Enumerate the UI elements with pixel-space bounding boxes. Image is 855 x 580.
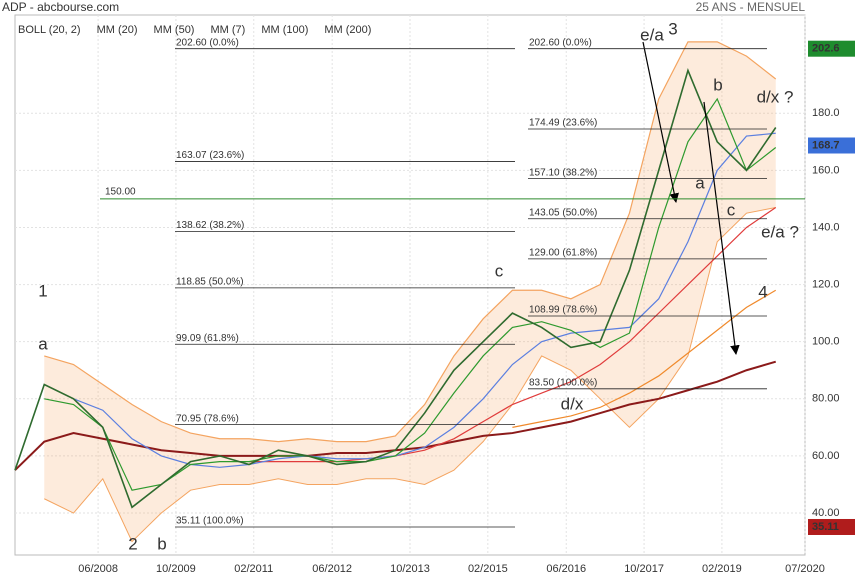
arrow (642, 41, 679, 203)
fib-label: 118.85 (50.0%) (176, 276, 244, 287)
y-tick-label: 120.0 (812, 278, 840, 290)
series-line (14, 67, 777, 509)
price-tag-label: 168.7 (812, 139, 840, 151)
fib-label: 202.60 (0.0%) (529, 37, 592, 48)
y-tick-label: 180.0 (812, 107, 840, 119)
chart-subtitle: 25 ANS - MENSUEL (696, 0, 806, 14)
bollinger-lower (44, 206, 776, 543)
bollinger-band (44, 41, 776, 542)
x-tick-label: 07/2020 (785, 563, 825, 575)
fib-label: 70.95 (78.6%) (176, 413, 239, 424)
fib-label: 35.11 (100.0%) (176, 516, 244, 527)
fib-label: 143.05 (50.0%) (529, 207, 597, 218)
y-tick-label: 80.00 (812, 393, 840, 405)
fib-label: 99.09 (61.8%) (176, 333, 239, 344)
wave-label: 3 (668, 19, 677, 38)
legend-entry: MM (20) (97, 24, 138, 36)
wave-label: b (157, 534, 166, 553)
x-tick-label: 10/2009 (156, 563, 196, 575)
y-tick-label: 60.00 (812, 450, 840, 462)
level-label: 150.00 (105, 187, 136, 198)
legend-entry: MM (200) (324, 24, 371, 36)
y-tick-label: 140.0 (812, 221, 840, 233)
price-tag-label: 202.6 (812, 43, 840, 55)
x-tick-label: 06/2012 (312, 563, 352, 575)
fib-label: 108.99 (78.6%) (529, 305, 597, 316)
fib-label: 83.50 (100.0%) (529, 377, 597, 388)
x-tick-label: 02/2015 (468, 563, 508, 575)
x-tick-label: 02/2019 (702, 563, 742, 575)
chart-title: ADP - abcbourse.com (2, 0, 119, 14)
price-tag (808, 137, 855, 154)
y-tick-label: 40.00 (812, 507, 840, 519)
wave-label: a (695, 173, 705, 192)
wave-label: c (495, 261, 504, 280)
wave-label: e/a ? (761, 222, 799, 241)
fib-label: 138.62 (38.2%) (176, 220, 244, 231)
wave-label: a (38, 334, 48, 353)
fib-label: 174.49 (23.6%) (529, 118, 597, 129)
legend-entry: MM (7) (210, 24, 245, 36)
series-line (44, 41, 777, 443)
wave-label: d/x ? (757, 87, 794, 106)
x-tick-label: 06/2008 (78, 563, 118, 575)
price-tag-label: 35.11 (812, 521, 839, 533)
wave-label: b (713, 75, 722, 94)
plot-layer (14, 15, 806, 555)
wave-label: 4 (758, 282, 767, 301)
wave-label: 2 (128, 534, 137, 553)
y-tick-label: 160.0 (812, 164, 840, 176)
legend-entry: BOLL (20, 2) (18, 24, 81, 36)
wave-label: e/a (640, 25, 664, 44)
y-tick-label: 100.0 (812, 336, 840, 348)
x-tick-label: 02/2011 (234, 563, 273, 575)
arrow (703, 101, 740, 355)
fib-label: 163.07 (23.6%) (176, 150, 244, 161)
price-tag (808, 518, 855, 535)
fib-label: 129.00 (61.8%) (529, 248, 597, 259)
fib-label: 202.60 (0.0%) (176, 37, 239, 48)
wave-label: 1 (38, 281, 47, 300)
wave-label: d/x (561, 394, 584, 413)
wave-label: c (727, 200, 736, 219)
legend-entry: MM (50) (154, 24, 195, 36)
x-tick-label: 06/2016 (546, 563, 586, 575)
price-tag (808, 40, 855, 57)
fib-label: 157.10 (38.2%) (529, 167, 597, 178)
x-tick-label: 10/2017 (624, 563, 664, 575)
legend-entry: MM (100) (261, 24, 308, 36)
x-tick-label: 10/2013 (390, 563, 430, 575)
